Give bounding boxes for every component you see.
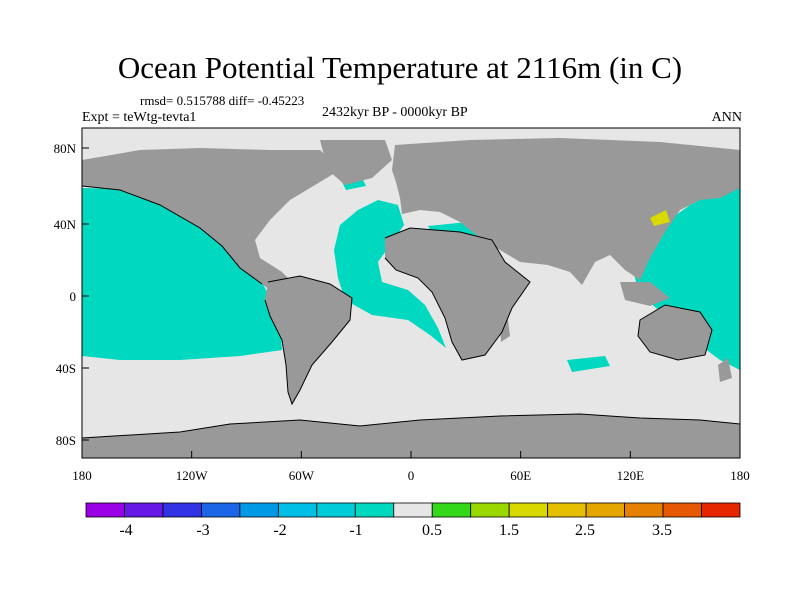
- colorbar-swatch: [470, 502, 510, 518]
- colorbar-swatch: [124, 502, 164, 518]
- latitude-ticks: 80N 40N 0 40S 80S: [54, 141, 89, 448]
- lon-tick-label: 120W: [176, 468, 209, 483]
- land-north-america: [82, 148, 340, 290]
- colorbar-swatch: [354, 502, 395, 518]
- colorbar-label: 3.5: [652, 522, 672, 539]
- positive-anomaly-region: [650, 210, 670, 226]
- lon-tick-label: 180: [730, 468, 750, 483]
- colorbar-swatch: [85, 502, 125, 518]
- land-australia: [638, 305, 712, 360]
- north-pacific-anomaly: [82, 188, 282, 360]
- colorbar-swatch: [162, 502, 202, 518]
- colorbar-label: 2.5: [575, 522, 595, 539]
- colorbar-swatch: [201, 502, 241, 518]
- colorbar-swatch: [277, 502, 318, 518]
- season-label: ANN: [711, 110, 742, 125]
- land-antarctica: [82, 414, 740, 458]
- land-eurasia: [392, 138, 740, 285]
- map-plot-area: [82, 128, 740, 458]
- lat-tick-label: 80S: [56, 433, 76, 448]
- colorbar-swatch: [585, 502, 625, 518]
- colorbar-swatch: [431, 502, 472, 518]
- southern-ocean-anomaly: [567, 356, 610, 372]
- lon-tick-label: 0: [408, 468, 415, 483]
- land-africa: [385, 228, 530, 360]
- land-southeast-asia: [620, 282, 670, 306]
- lat-tick-label: 80N: [54, 141, 77, 156]
- experiment-label: Expt = teWtg-tevta1: [82, 110, 197, 125]
- lon-tick-label: 120E: [617, 468, 645, 483]
- colorbar-swatch: [547, 502, 587, 518]
- longitude-ticks: 180 120W 60W 0 60E 120E 180: [72, 451, 750, 483]
- colorbar-label: 1.5: [499, 522, 519, 539]
- north-atlantic-anomaly: [334, 200, 446, 348]
- colorbar-label: -4: [119, 522, 132, 539]
- colorbar-swatch: [508, 502, 549, 518]
- colorbar-label: -1: [349, 522, 362, 539]
- colorbar-labels: -4 -3 -2 -1 0.5 1.5 2.5 3.5: [119, 522, 672, 539]
- land-madagascar: [500, 320, 510, 342]
- colorbar-swatch: [701, 502, 741, 518]
- colorbar-swatch: [624, 502, 664, 518]
- lon-tick-label: 60W: [289, 468, 315, 483]
- lon-tick-label: 180: [72, 468, 92, 483]
- lon-tick-label: 60E: [510, 468, 531, 483]
- colorbar-swatch: [393, 502, 433, 518]
- time-period-label: 2432kyr BP - 0000kyr BP: [322, 105, 468, 120]
- colorbar-label: 0.5: [422, 522, 442, 539]
- colorbar-label: -3: [196, 522, 209, 539]
- lat-tick-label: 40S: [56, 361, 76, 376]
- colorbar-swatch: [239, 502, 279, 518]
- map-title: Ocean Potential Temperature at 2116m (in…: [117, 50, 683, 85]
- lat-tick-label: 0: [70, 289, 77, 304]
- colorbar-label: -2: [273, 522, 286, 539]
- rmsd-diff-stats: rmsd= 0.515788 diff= -0.45223: [140, 93, 305, 108]
- colorbar-swatch: [662, 502, 702, 518]
- land-new-zealand: [718, 358, 732, 382]
- land-greenland: [320, 140, 392, 185]
- colorbar: [85, 502, 741, 518]
- colorbar-swatch: [316, 502, 356, 518]
- coastlines: [82, 185, 740, 439]
- lat-tick-label: 40N: [54, 217, 77, 232]
